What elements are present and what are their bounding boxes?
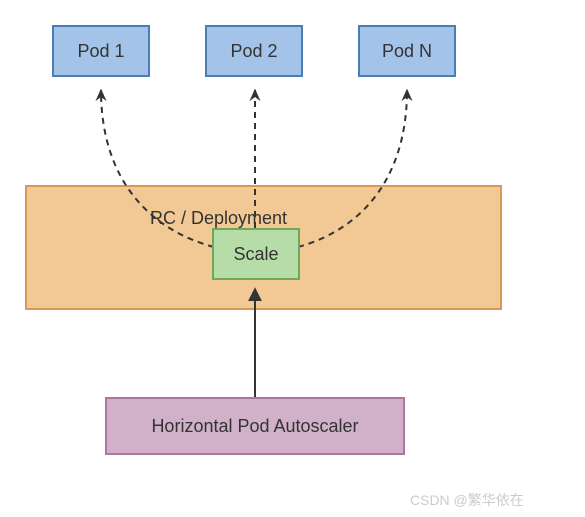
scale-box: Scale: [212, 228, 300, 280]
pod-2-box: Pod 2: [205, 25, 303, 77]
hpa-box: Horizontal Pod Autoscaler: [105, 397, 405, 455]
pod-n-box: Pod N: [358, 25, 456, 77]
watermark-text: CSDN @繁华依在: [410, 490, 524, 510]
pod-2-label: Pod 2: [230, 41, 277, 62]
scale-label: Scale: [233, 244, 278, 265]
hpa-label: Horizontal Pod Autoscaler: [151, 416, 358, 437]
pod-1-label: Pod 1: [77, 41, 124, 62]
container-label: RC / Deployment: [150, 208, 287, 229]
pod-n-label: Pod N: [382, 41, 432, 62]
pod-1-box: Pod 1: [52, 25, 150, 77]
